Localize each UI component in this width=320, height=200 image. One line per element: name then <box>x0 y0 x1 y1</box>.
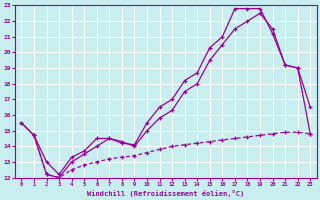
X-axis label: Windchill (Refroidissement éolien,°C): Windchill (Refroidissement éolien,°C) <box>87 190 244 197</box>
